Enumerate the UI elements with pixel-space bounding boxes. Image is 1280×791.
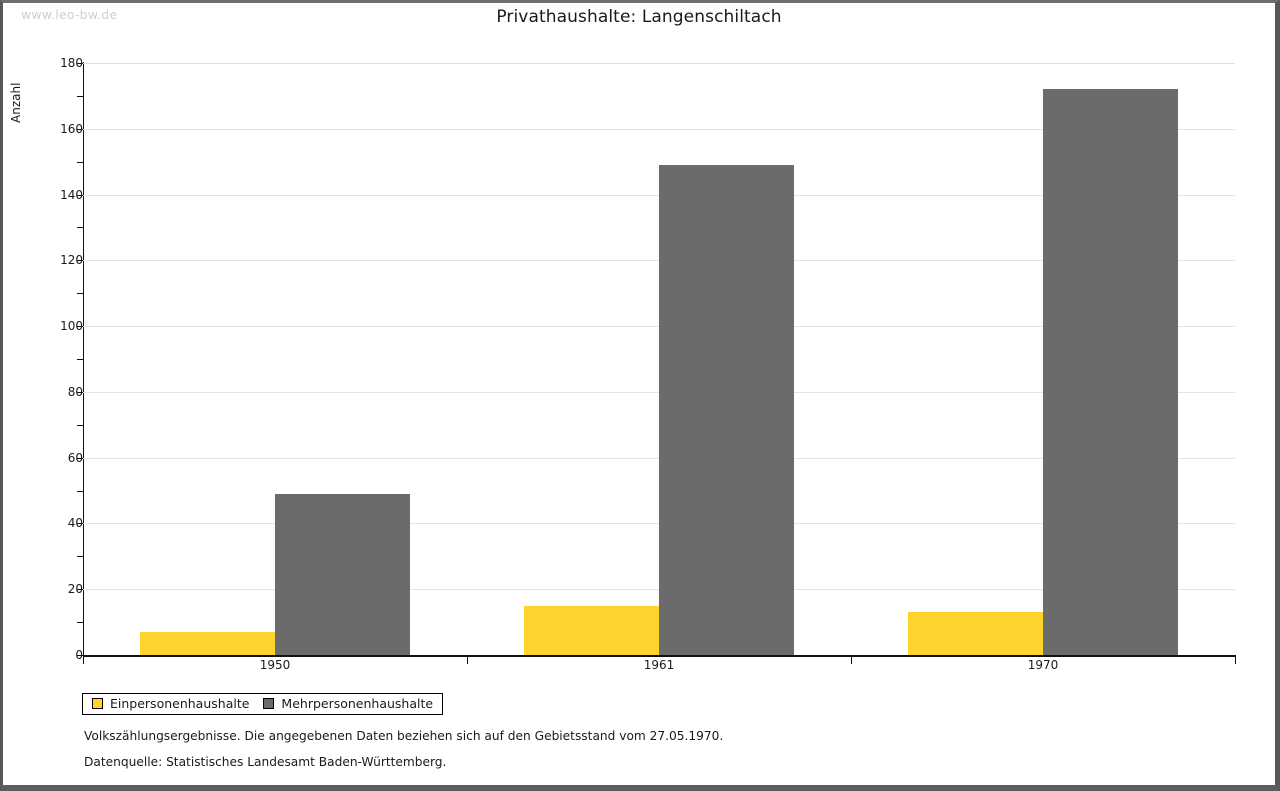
y-tick [77, 63, 84, 64]
y-minor-tick [77, 424, 84, 426]
y-tick-label: 40 [67, 516, 83, 531]
bar-1970-einpersonen [908, 612, 1043, 655]
y-tick [77, 457, 84, 459]
y-minor-tick [77, 490, 84, 492]
legend-entry-mehrpersonenhaushalte: Mehrpersonenhaushalte [263, 696, 433, 711]
bar-1961-mehrpersonen [659, 164, 794, 655]
y-axis-label: Anzahl [9, 82, 23, 123]
y-tick-label: 60 [67, 450, 83, 465]
legend-label: Einpersonenhaushalte [110, 696, 250, 711]
gridline [83, 128, 1235, 130]
footnote-census: Volkszählungsergebnisse. Die angegebenen… [84, 729, 724, 743]
y-minor-tick [77, 161, 84, 163]
x-tick [467, 656, 468, 664]
x-tick [1235, 656, 1236, 664]
y-tick-label: 140 [60, 187, 83, 202]
gridline [83, 63, 1235, 64]
chart-canvas: www.leo-bw.de Privathaushalte: Langensch… [3, 3, 1275, 785]
y-tick-label: 180 [60, 56, 83, 70]
y-tick-label: 80 [67, 384, 83, 399]
y-tick-label: 0 [75, 648, 83, 662]
bar-1950-mehrpersonen [275, 493, 410, 655]
bar-1970-mehrpersonen [1043, 89, 1178, 655]
bar-1950-einpersonen [140, 631, 275, 655]
plot-area [83, 63, 1235, 655]
y-tick-label: 20 [67, 582, 83, 597]
y-minor-tick [77, 556, 84, 558]
x-tick-label: 1961 [643, 658, 675, 672]
y-tick [77, 655, 84, 656]
footnote-source: Datenquelle: Statistisches Landesamt Bad… [84, 755, 447, 769]
legend-swatch-icon [263, 698, 275, 709]
legend-swatch-icon [92, 698, 103, 709]
x-tick [851, 656, 852, 664]
y-tick [77, 194, 84, 196]
y-tick [77, 260, 84, 262]
x-tick [83, 656, 84, 664]
y-tick [77, 523, 84, 525]
y-tick [77, 326, 84, 328]
bar-1961-einpersonen [524, 605, 659, 655]
x-axis-line [83, 655, 1236, 657]
y-minor-tick [77, 622, 84, 624]
legend-entry-einpersonenhaushalte: Einpersonenhaushalte [92, 696, 249, 711]
y-minor-tick [77, 293, 84, 295]
y-tick [77, 589, 84, 591]
y-minor-tick [77, 227, 84, 229]
x-tick-label: 1970 [1027, 658, 1059, 672]
chart-legend: Einpersonenhaushalte Mehrpersonenhaushalt… [82, 693, 444, 715]
y-minor-tick [77, 95, 84, 97]
y-tick [77, 128, 84, 130]
y-minor-tick [77, 359, 84, 360]
y-tick-label: 100 [60, 319, 83, 334]
page-title: Privathaushalte: Langenschiltach [496, 7, 782, 27]
y-tick-label: 120 [60, 253, 83, 268]
y-tick-label: 160 [60, 121, 83, 136]
watermark-text: www.leo-bw.de [21, 7, 118, 22]
y-tick [77, 391, 84, 393]
x-tick-label: 1950 [259, 658, 291, 672]
legend-label: Mehrpersonenhaushalte [281, 696, 434, 711]
